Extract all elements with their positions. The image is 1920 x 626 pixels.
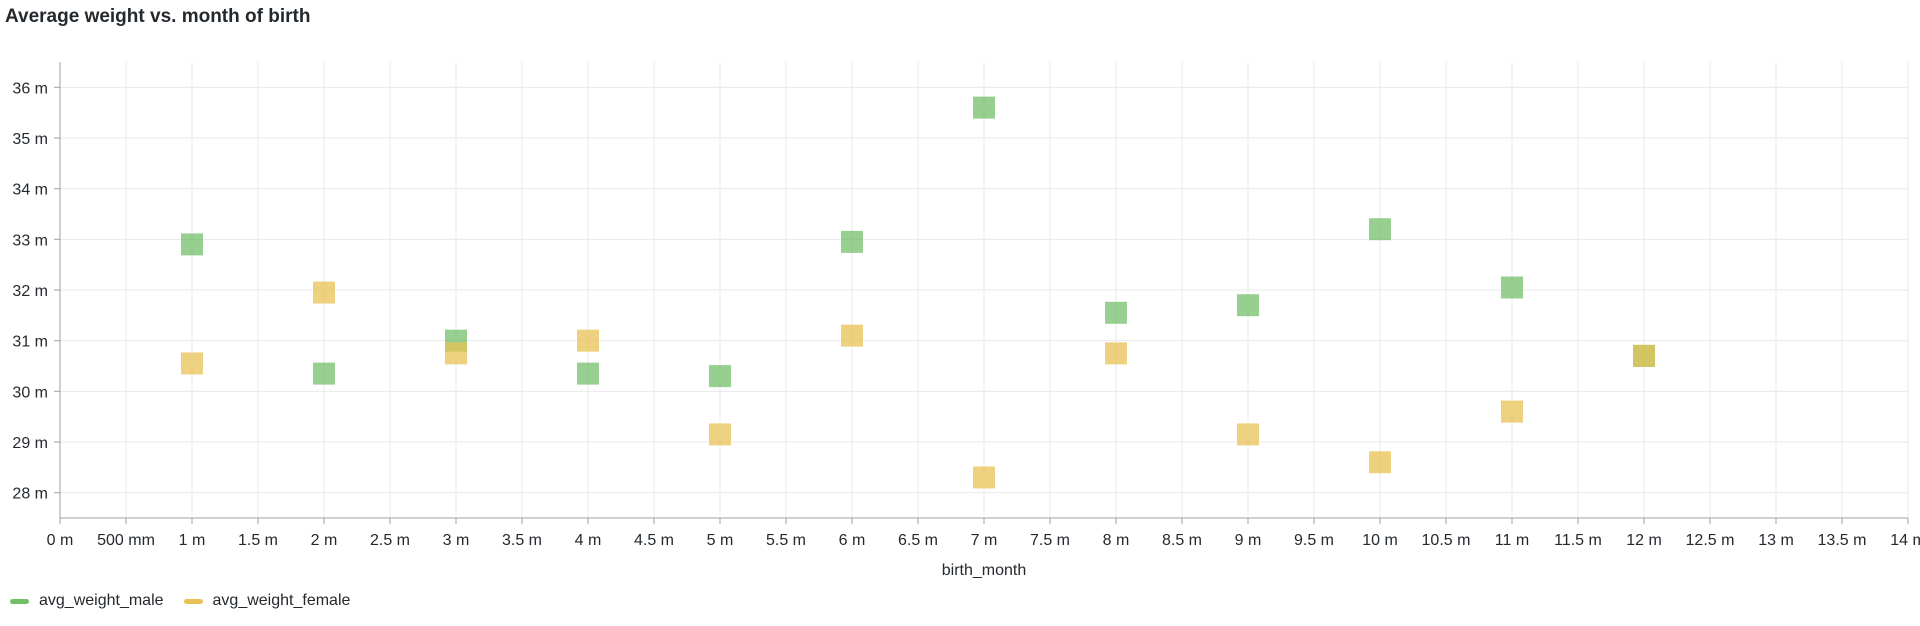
y-tick-label: 35 m (12, 131, 48, 148)
point-avg_weight_female[interactable] (1369, 451, 1391, 474)
x-tick-label: 8 m (1103, 532, 1130, 549)
x-tick-label: 12.5 m (1686, 532, 1735, 549)
point-avg_weight_female[interactable] (1237, 423, 1259, 446)
y-tick-label: 32 m (12, 283, 48, 300)
point-avg_weight_male[interactable] (1105, 301, 1127, 324)
point-avg_weight_male[interactable] (973, 96, 995, 119)
y-tick-label: 28 m (12, 486, 48, 503)
x-tick-label: 11.5 m (1554, 532, 1602, 549)
x-tick-label: 5.5 m (766, 532, 806, 549)
x-tick-label: 2 m (311, 532, 338, 549)
y-tick-label: 31 m (12, 334, 48, 351)
x-tick-label: 1 m (179, 532, 206, 549)
point-avg_weight_female[interactable] (1633, 344, 1655, 367)
point-avg_weight_female[interactable] (313, 281, 335, 304)
point-avg_weight_male[interactable] (1501, 276, 1523, 299)
x-tick-label: 6.5 m (898, 532, 938, 549)
scatter-chart: 0 m 500 mm 1 m 1.5 m 2 m 2.5 m 3 m 3.5 m 4 m 4.5 … (12, 62, 1920, 579)
x-tick-label: 9.5 m (1294, 532, 1334, 549)
point-avg_weight_male[interactable] (181, 233, 203, 256)
point-avg_weight_male[interactable] (1237, 294, 1259, 317)
y-tick-label: 29 m (12, 435, 48, 452)
point-avg_weight_female[interactable] (973, 466, 995, 489)
x-tick-label: 0 m (47, 532, 74, 549)
point-avg_weight_female[interactable] (709, 423, 731, 446)
x-tick-label: 11 m (1495, 532, 1529, 549)
x-tick-label: 4.5 m (634, 532, 674, 549)
point-avg_weight_female[interactable] (181, 352, 203, 375)
point-avg_weight_male[interactable] (1369, 218, 1391, 241)
x-tick-label: 3.5 m (502, 532, 542, 549)
x-tick-label: 3 m (443, 532, 470, 549)
x-tick-label: 7 m (971, 532, 998, 549)
legend-swatch (183, 598, 203, 604)
y-tick-label: 34 m (12, 182, 48, 199)
x-tick-label: 13.5 m (1818, 532, 1867, 549)
x-tick-label: 13 m (1758, 532, 1794, 549)
axes: 0 m 500 mm 1 m 1.5 m 2 m 2.5 m 3 m 3.5 m 4 m 4.5 … (12, 62, 1920, 549)
x-tick-label: 1.5 m (238, 532, 278, 549)
point-avg_weight_female[interactable] (1105, 342, 1127, 365)
legend-item-avg_weight_female[interactable]: avg_weight_female (183, 592, 351, 610)
legend-swatch (10, 598, 29, 604)
data-points (181, 96, 1655, 489)
y-tick-label: 30 m (12, 384, 48, 401)
point-avg_weight_female[interactable] (1501, 400, 1523, 423)
point-avg_weight_female[interactable] (445, 342, 467, 365)
x-axis-title: birth_month (942, 562, 1027, 579)
point-avg_weight_female[interactable] (841, 324, 863, 347)
point-avg_weight_male[interactable] (577, 362, 599, 385)
x-tick-label: 12 m (1626, 532, 1662, 549)
grid-lines (59, 62, 1909, 518)
legend-label: avg_weight_male (39, 592, 164, 609)
point-avg_weight_female[interactable] (577, 329, 599, 352)
x-tick-label: 2.5 m (370, 532, 410, 549)
x-tick-label: 10.5 m (1422, 532, 1471, 549)
legend-item-avg_weight_male[interactable]: avg_weight_male (10, 592, 164, 610)
point-avg_weight_male[interactable] (313, 362, 335, 385)
y-tick-label: 36 m (12, 80, 48, 97)
x-tick-label: 5 m (707, 532, 734, 549)
x-tick-label: 9 m (1235, 532, 1262, 549)
x-tick-label: 500 mm (97, 532, 155, 549)
x-tick-label: 14 m (1890, 532, 1920, 549)
point-avg_weight_male[interactable] (841, 230, 863, 253)
x-tick-label: 4 m (575, 532, 602, 549)
x-tick-label: 7.5 m (1030, 532, 1070, 549)
legend: avg_weight_male avg_weight_female (10, 592, 350, 610)
panel-title: Average weight vs. month of birth (5, 6, 311, 27)
point-avg_weight_male[interactable] (709, 365, 731, 388)
y-tick-label: 33 m (12, 232, 48, 249)
x-tick-label: 6 m (839, 532, 866, 549)
x-tick-label: 8.5 m (1162, 532, 1202, 549)
legend-label: avg_weight_female (212, 592, 351, 609)
x-tick-label: 10 m (1362, 532, 1398, 549)
